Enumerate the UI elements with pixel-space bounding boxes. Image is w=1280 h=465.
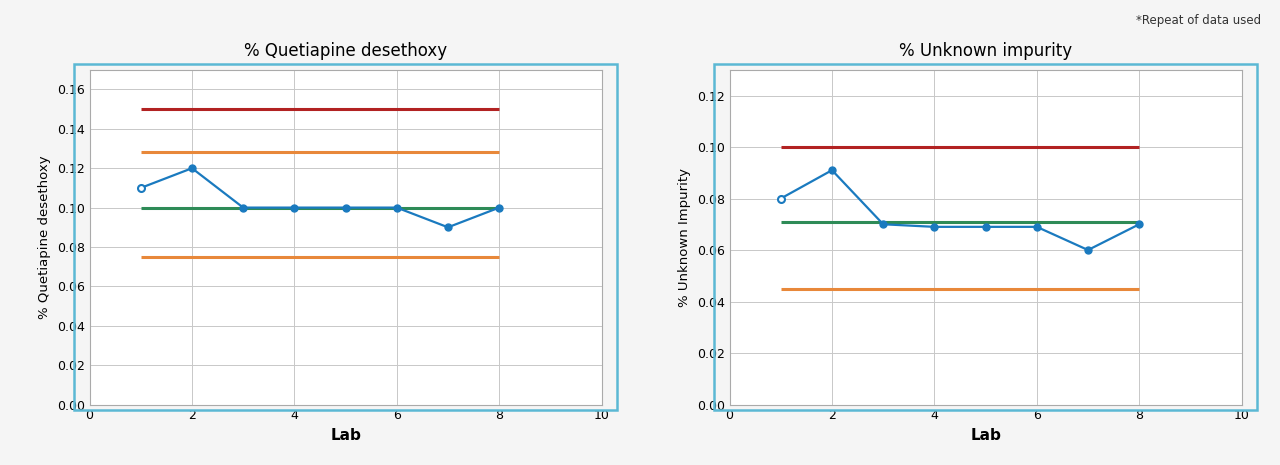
Y-axis label: % Unknown Impurity: % Unknown Impurity [678, 168, 691, 306]
Y-axis label: % Quetiapine desethoxy: % Quetiapine desethoxy [38, 155, 51, 319]
Title: % Unknown impurity: % Unknown impurity [899, 42, 1073, 60]
Text: *Repeat of data used: *Repeat of data used [1135, 14, 1261, 27]
Title: % Quetiapine desethoxy: % Quetiapine desethoxy [244, 42, 447, 60]
X-axis label: Lab: Lab [330, 428, 361, 443]
X-axis label: Lab: Lab [970, 428, 1001, 443]
